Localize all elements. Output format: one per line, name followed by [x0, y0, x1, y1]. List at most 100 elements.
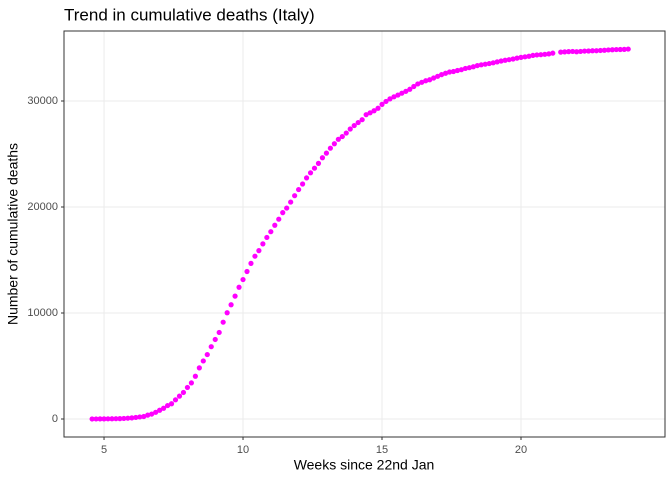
grid: [64, 31, 665, 437]
points: [89, 46, 631, 422]
point: [284, 205, 290, 211]
point: [581, 48, 588, 54]
point: [220, 319, 226, 325]
point: [208, 344, 214, 350]
point: [462, 65, 469, 72]
point: [109, 416, 115, 422]
point: [240, 276, 246, 283]
point: [307, 170, 314, 176]
point: [621, 46, 627, 52]
x-tick-label: 10: [237, 444, 249, 456]
point: [343, 130, 349, 136]
point: [299, 181, 306, 187]
point: [395, 92, 401, 98]
point: [157, 407, 163, 413]
point: [204, 351, 210, 358]
point: [319, 155, 326, 161]
point: [371, 108, 377, 114]
point: [490, 60, 496, 66]
point: [184, 384, 191, 391]
point: [89, 416, 95, 422]
point: [423, 78, 429, 84]
point: [474, 62, 480, 69]
y-axis-title: Number of cumulative deaths: [5, 143, 21, 325]
point: [137, 414, 143, 420]
point: [375, 105, 381, 111]
y-tick-label: 10000: [27, 307, 58, 319]
point: [446, 69, 453, 75]
point: [379, 101, 385, 107]
point: [411, 83, 417, 90]
point: [355, 119, 361, 126]
point: [272, 222, 278, 228]
point: [613, 46, 619, 53]
point: [101, 416, 107, 422]
point: [113, 416, 119, 422]
point: [133, 414, 139, 421]
point: [597, 47, 604, 54]
point: [574, 49, 580, 55]
point: [363, 112, 369, 118]
point: [339, 133, 345, 140]
point: [153, 409, 159, 415]
x-tick-label: 5: [101, 444, 107, 456]
point: [125, 415, 131, 421]
point: [538, 52, 544, 58]
point: [562, 49, 568, 55]
point: [593, 48, 600, 54]
point: [335, 136, 341, 142]
point: [407, 86, 413, 92]
point: [367, 110, 373, 116]
point: [236, 284, 242, 290]
point: [256, 247, 262, 254]
point: [164, 402, 171, 409]
point: [494, 59, 500, 65]
point: [387, 96, 393, 102]
point: [605, 47, 611, 53]
point: [566, 49, 572, 55]
point: [168, 401, 175, 407]
point: [470, 64, 476, 70]
chart-title: Trend in cumulative deaths (Italy): [64, 5, 315, 24]
point: [149, 411, 155, 417]
point: [276, 216, 282, 222]
point: [280, 210, 286, 216]
point: [248, 260, 254, 266]
point: [383, 98, 389, 105]
point: [327, 145, 333, 151]
point: [466, 65, 472, 71]
point: [180, 389, 187, 396]
point: [296, 186, 302, 193]
point: [93, 416, 99, 422]
point: [542, 51, 548, 57]
point: [105, 416, 111, 422]
point: [438, 72, 445, 78]
point: [534, 52, 540, 58]
point: [403, 88, 409, 94]
point: [518, 54, 524, 60]
point: [331, 141, 337, 147]
point: [486, 60, 492, 67]
point: [292, 193, 298, 199]
x-tick-label: 15: [376, 444, 388, 456]
point: [196, 365, 202, 371]
point: [482, 61, 488, 67]
point: [427, 77, 433, 83]
point: [458, 67, 465, 73]
point: [450, 68, 457, 75]
point: [315, 160, 322, 166]
point: [161, 405, 167, 411]
x-axis-title: Weeks since 22nd Jan: [294, 457, 435, 473]
point: [514, 55, 520, 61]
point: [303, 175, 310, 181]
point: [617, 46, 623, 53]
point: [145, 412, 151, 418]
y-tick-label: 30000: [27, 95, 58, 107]
point: [252, 253, 258, 259]
point: [478, 62, 484, 68]
point: [570, 48, 576, 55]
point: [260, 241, 266, 247]
point: [498, 58, 504, 64]
point: [192, 373, 198, 379]
